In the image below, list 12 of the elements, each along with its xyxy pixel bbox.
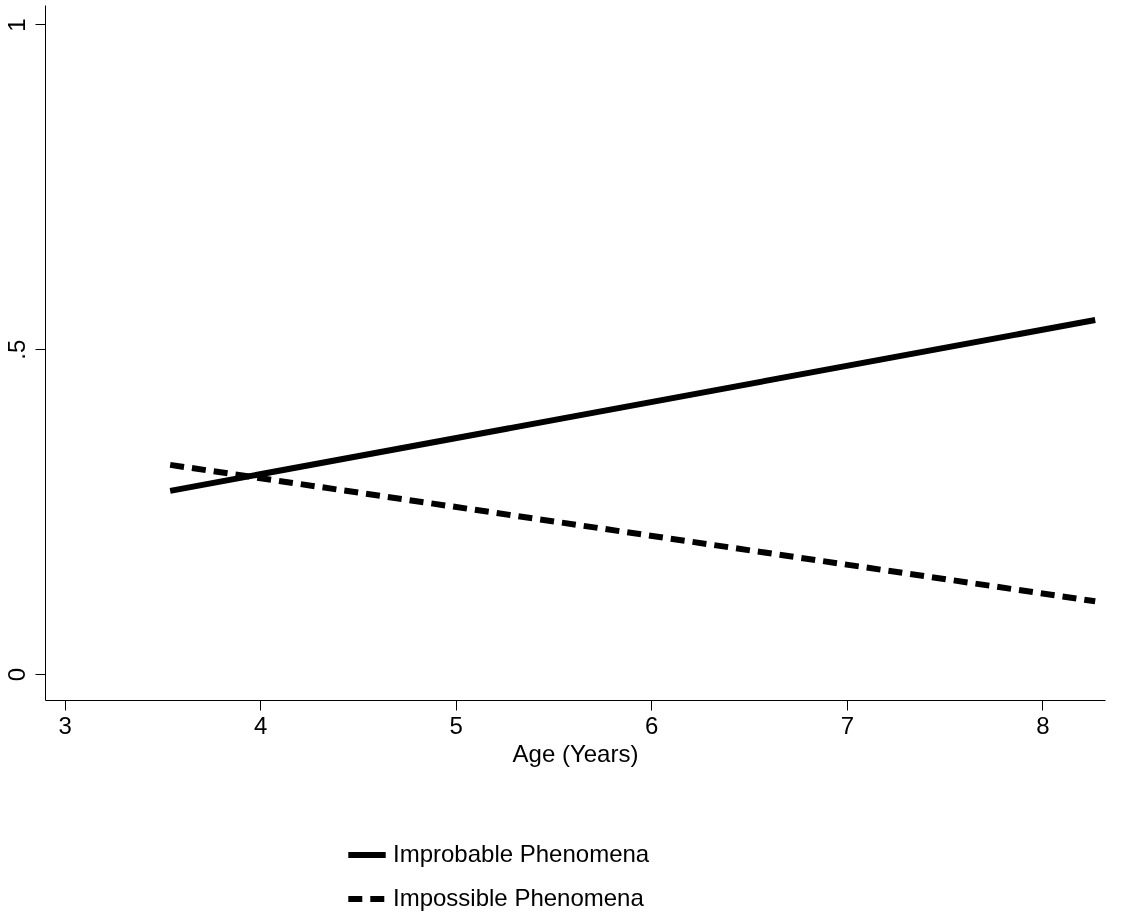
legend-label: Improbable Phenomena <box>393 840 650 867</box>
x-tick-label: 4 <box>253 711 268 739</box>
y-tick-label: 0 <box>2 667 30 682</box>
x-axis-title: Age (Years) <box>512 739 639 767</box>
y-tick-label: 1 <box>2 18 30 32</box>
x-tick-label: 5 <box>449 711 463 739</box>
legend-label: Impossible Phenomena <box>393 884 645 911</box>
x-tick-label: 7 <box>840 711 855 739</box>
y-tick-label: .5 <box>2 339 30 360</box>
x-tick-label: 3 <box>58 711 72 739</box>
x-tick-label: 8 <box>1036 711 1050 739</box>
x-tick-label: 6 <box>645 711 659 739</box>
